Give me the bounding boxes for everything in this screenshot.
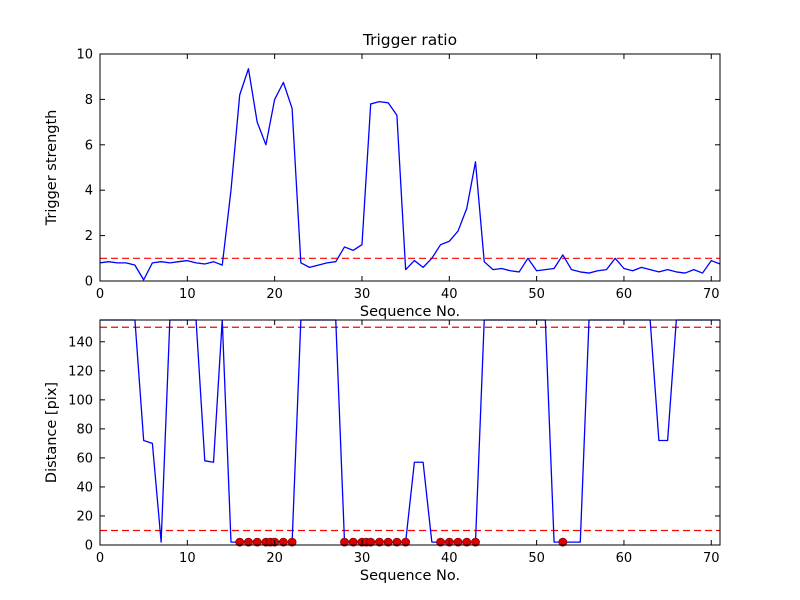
y-axis-label: Distance [pix] <box>44 382 60 483</box>
x-tick-label: 10 <box>179 287 196 302</box>
y-tick-label: 0 <box>85 539 93 554</box>
x-tick-label: 60 <box>616 551 633 566</box>
match-dot <box>401 537 411 547</box>
x-tick-label: 40 <box>441 551 458 566</box>
y-axis-label: Trigger strength <box>44 110 60 227</box>
match-dot <box>558 537 568 547</box>
x-tick-label: 60 <box>616 287 633 302</box>
y-tick-label: 20 <box>76 509 93 524</box>
x-axis-label: Sequence No. <box>360 568 460 584</box>
match-dot <box>287 537 297 547</box>
y-tick-label: 40 <box>76 480 93 495</box>
x-axis-label: Sequence No. <box>360 304 460 320</box>
x-tick-label: 20 <box>266 287 283 302</box>
x-tick-label: 30 <box>354 551 371 566</box>
x-tick-label: 0 <box>96 287 104 302</box>
x-tick-label: 70 <box>703 551 720 566</box>
axes-frame <box>99 53 721 282</box>
x-tick-label: 50 <box>528 287 545 302</box>
match-dot <box>462 537 472 547</box>
x-tick-label: 40 <box>441 287 458 302</box>
axes-frame <box>99 319 721 546</box>
trigger-ratio-chart: 0 10 20 30 40 50 60 70 0 2 4 6 8 10 Trigger ratio Seque… <box>44 31 721 320</box>
match-dot <box>244 537 253 547</box>
y-tick-label: 60 <box>76 451 93 466</box>
y-tick-label: 10 <box>76 48 93 63</box>
match-dot <box>278 537 288 547</box>
x-tick-label: 30 <box>354 287 371 302</box>
match-dot <box>348 537 358 547</box>
y-tick-label: 4 <box>85 184 93 199</box>
match-dot <box>436 537 445 547</box>
y-tick-label: 140 <box>68 335 93 350</box>
match-dot <box>392 537 402 547</box>
y-tick-label: 120 <box>68 364 93 379</box>
match-dot <box>375 537 384 547</box>
x-tick-label: 20 <box>266 551 283 566</box>
match-dot <box>453 537 463 547</box>
distance-chart: 0 10 20 30 40 50 60 70 0 20 40 60 80 100 120 140 Sequenc… <box>44 319 721 584</box>
match-dot <box>340 537 349 547</box>
match-dot <box>235 537 245 547</box>
x-tick-label: 0 <box>96 551 104 566</box>
x-tick-label: 50 <box>528 551 545 566</box>
y-tick-label: 8 <box>85 93 93 108</box>
y-tick-label: 6 <box>85 138 93 153</box>
x-tick-label: 10 <box>179 551 196 566</box>
match-dot <box>366 537 376 547</box>
trigger-strength-line <box>100 68 720 281</box>
match-dot <box>471 537 480 547</box>
x-tick-label: 70 <box>703 287 720 302</box>
y-tick-label: 2 <box>85 229 93 244</box>
chart-title: Trigger ratio <box>362 31 457 49</box>
match-dot <box>252 537 262 547</box>
match-dot <box>383 537 393 547</box>
distance-line <box>100 319 720 543</box>
y-tick-label: 80 <box>76 422 93 437</box>
y-tick-label: 0 <box>85 275 93 290</box>
y-tick-label: 100 <box>68 393 93 408</box>
